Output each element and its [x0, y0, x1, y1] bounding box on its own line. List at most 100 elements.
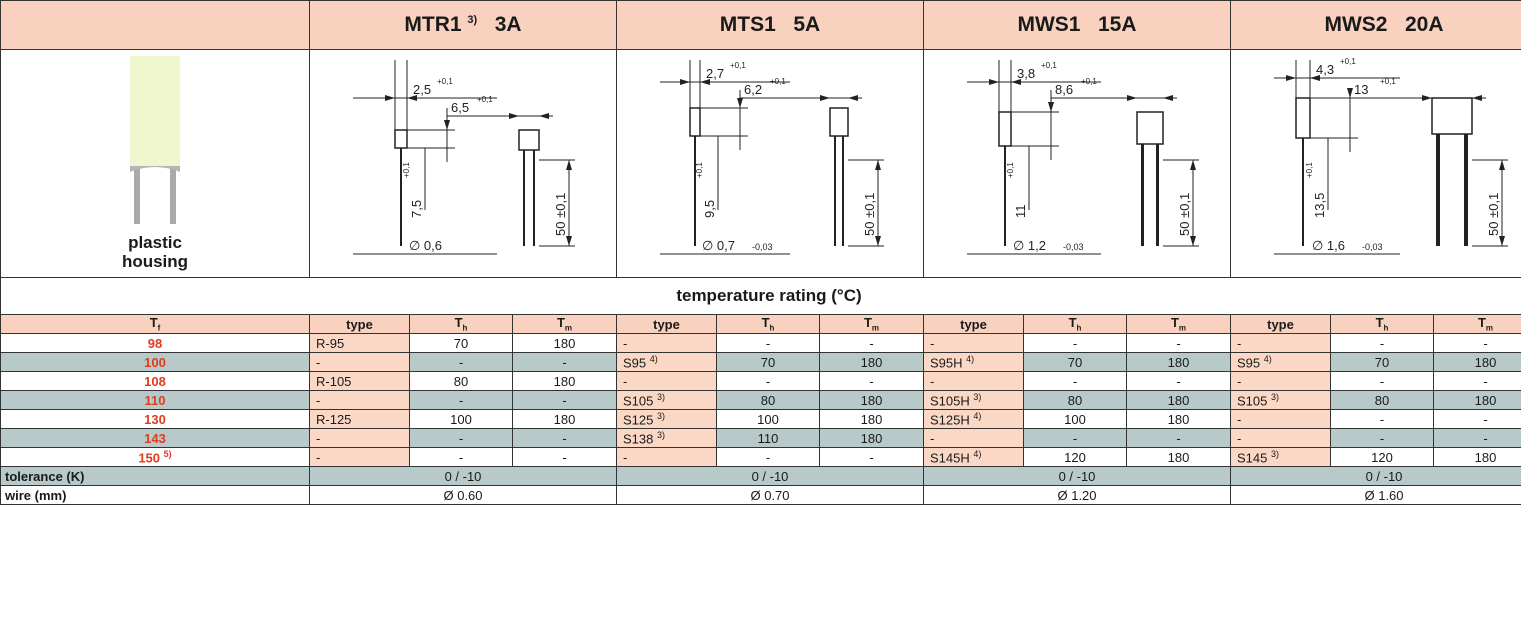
dim-leg: 13,5 [1312, 193, 1327, 218]
col-tm: Tm [819, 314, 924, 334]
th-cell: 70 [1023, 352, 1127, 372]
tf-cell: 100 [0, 352, 310, 372]
col-th: Th [1023, 314, 1127, 334]
dim-top: 2,7 [706, 66, 724, 81]
dim-leg: 9,5 [702, 200, 717, 218]
arrow-icon [509, 113, 519, 119]
data-rows: 98 R-95 70 180- - - - - - - - -100- - - S95 4) 70 180 S95… [0, 333, 1521, 467]
type-cell: - [616, 371, 717, 391]
table-row: 98 R-95 70 180- - - - - - - - - [0, 333, 1521, 353]
col-type: type [1230, 314, 1331, 334]
th-cell: - [716, 371, 820, 391]
type-cell: - [1230, 371, 1331, 391]
tm-cell: 180 [512, 371, 617, 391]
th-cell: - [409, 447, 513, 467]
arrow-icon [444, 120, 450, 130]
dim-length: 50 ±0,1 [553, 193, 568, 236]
th-cell: - [716, 333, 820, 353]
part-side-view [998, 111, 1012, 147]
part-front-view [1136, 111, 1164, 145]
dim-diameter-tol: -0,03 [1063, 242, 1084, 252]
tf-cell: 108 [0, 371, 310, 391]
tm-cell: 180 [1126, 390, 1231, 410]
type-cell: S145H 4) [923, 447, 1024, 467]
type-cell: - [923, 371, 1024, 391]
wire-front-left [1141, 144, 1144, 246]
type-cell: - [1230, 409, 1331, 429]
dim-top: 2,5 [413, 82, 431, 97]
arrow-icon [1190, 160, 1196, 170]
arrow-icon [1310, 75, 1320, 81]
tm-cell: - [1126, 371, 1231, 391]
part-front-view [1431, 97, 1473, 135]
dim-leg-tol: +0,1 [1305, 162, 1314, 178]
col-th: Th [716, 314, 820, 334]
th-cell: 70 [716, 352, 820, 372]
dim-side-tol: +0,1 [477, 95, 493, 104]
tm-cell: 180 [1433, 352, 1521, 372]
th-cell: 70 [1330, 352, 1434, 372]
tm-cell: - [1126, 333, 1231, 353]
table-row: 130 R-125 100 180 S125 3) 100 180 S125H 4) 100 18… [0, 409, 1521, 429]
dim-top-tol: +0,1 [1340, 57, 1356, 66]
drawing-cell: 2,5 +0,1 6,5 +0,1 7,5 +0,1 50 ±0,1 ∅ 0,6 [309, 49, 617, 278]
model-footnote: 3) [467, 14, 478, 26]
part-front-view [518, 129, 540, 151]
arrow-icon [1286, 75, 1296, 81]
section-title: temperature rating (°C) [0, 277, 1521, 315]
housing-label-1: plastic [128, 233, 182, 252]
drawing-cell: 4,3 +0,1 13 +0,1 13,5 +0,1 50 ±0,1 ∅ 1,6 -0,03 [1230, 49, 1521, 278]
drawing-cell: 3,8 +0,1 8,6 +0,1 11 +0,1 50 ±0,1 ∅ 1,2 -0,03 [923, 49, 1231, 278]
type-cell: R-105 [309, 371, 410, 391]
dimension-drawing: 2,5 +0,1 6,5 +0,1 7,5 +0,1 50 ±0,1 ∅ 0,6 [353, 60, 575, 255]
wire-side [1302, 138, 1304, 246]
th-cell: 100 [409, 409, 513, 429]
tm-cell: 180 [1126, 409, 1231, 429]
wire-front-right [842, 136, 844, 246]
tm-cell: - [1126, 428, 1231, 448]
table-row: 143- - - S138 3) 110 180- - - - - - [0, 428, 1521, 448]
arrow-icon [566, 236, 572, 246]
col-tf: Tf [0, 314, 310, 334]
table-row: 100- - - S95 4) 70 180 S95H 4) 70 180 S95 4) 70 180 [0, 352, 1521, 372]
col-th: Th [409, 314, 513, 334]
model-name: MTR1 [404, 13, 462, 36]
tm-cell: 180 [512, 409, 617, 429]
tm-cell: - [512, 352, 617, 372]
tm-cell: - [512, 428, 617, 448]
tolerance-value: 0 / -10 [616, 466, 924, 486]
section-title-row: temperature rating (°C) [0, 277, 1521, 315]
type-cell: R-95 [309, 333, 410, 353]
type-cell: - [309, 390, 410, 410]
th-cell: 100 [716, 409, 820, 429]
tolerance-value: 0 / -10 [1230, 466, 1521, 486]
type-cell: S95H 4) [923, 352, 1024, 372]
type-cell: - [1230, 428, 1331, 448]
dim-side-tol: +0,1 [1380, 77, 1396, 86]
type-cell: - [923, 428, 1024, 448]
wire-row: wire (mm) Ø 0.60 Ø 0.70 Ø 1.20 Ø 1.60 [0, 485, 1521, 505]
th-cell: - [1330, 371, 1434, 391]
dim-length: 50 ±0,1 [1486, 193, 1501, 236]
dim-leg-tol: +0,1 [402, 162, 411, 178]
tf-cell: 98 [0, 333, 310, 353]
part-side-view [689, 107, 701, 137]
th-cell: - [1023, 428, 1127, 448]
arrow-icon [1499, 160, 1505, 170]
tf-cell: 150 5) [0, 447, 310, 467]
col-tm: Tm [512, 314, 617, 334]
arrow-icon [1422, 95, 1432, 101]
model-name: MWS2 [1324, 13, 1388, 36]
col-tm: Tm [1126, 314, 1231, 334]
col-type: type [616, 314, 717, 334]
type-cell: - [616, 447, 717, 467]
tm-cell: 180 [512, 333, 617, 353]
tm-cell: - [1433, 409, 1521, 429]
type-cell: S105 3) [1230, 390, 1331, 410]
type-cell: S95 4) [1230, 352, 1331, 372]
arrow-icon [737, 98, 743, 108]
tm-cell: - [819, 371, 924, 391]
dim-top-tol: +0,1 [730, 61, 746, 70]
arrow-icon [680, 79, 690, 85]
dim-top: 4,3 [1316, 62, 1334, 77]
